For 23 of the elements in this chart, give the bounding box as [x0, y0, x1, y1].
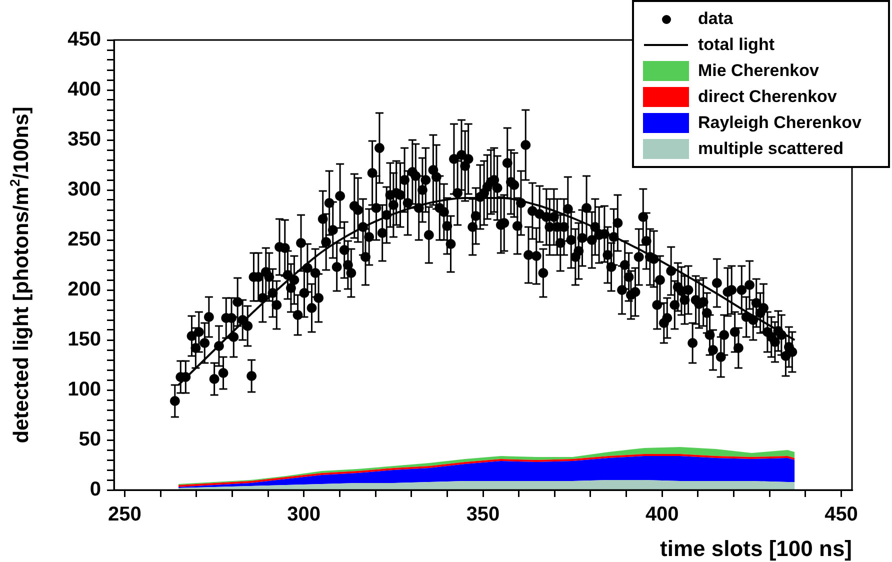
x-tick-label: 250	[108, 504, 142, 526]
y-tick-label: 50	[78, 428, 101, 451]
x-tick-label: 450	[824, 504, 858, 526]
y-tick-label: 450	[68, 28, 101, 51]
x-axis-title: time slots [100 ns]	[660, 536, 852, 561]
x-tick-label: 300	[287, 504, 321, 526]
y-tick-label: 400	[68, 78, 101, 101]
legend-label: total light	[698, 35, 774, 55]
x-tick-label: 400	[645, 504, 679, 526]
legend-label: multiple scattered	[698, 139, 844, 159]
y-axis-title: detected light [photons/m2/100ns]	[8, 106, 33, 444]
legend-label: data	[698, 9, 733, 29]
y-tick-label: 350	[68, 128, 101, 151]
y-tick-label: 150	[68, 328, 101, 351]
x-tick-label: 350	[466, 504, 500, 526]
y-tick-label: 100	[68, 378, 101, 401]
y-tick-label: 300	[68, 178, 101, 201]
y-tick-label: 250	[68, 228, 101, 251]
legend-label: Mie Cherenkov	[698, 61, 819, 81]
legend-label: Rayleigh Cherenkov	[698, 113, 862, 133]
y-tick-label: 0	[90, 478, 101, 501]
y-tick-label: 200	[68, 278, 101, 301]
legend-label: direct Cherenkov	[698, 87, 837, 107]
